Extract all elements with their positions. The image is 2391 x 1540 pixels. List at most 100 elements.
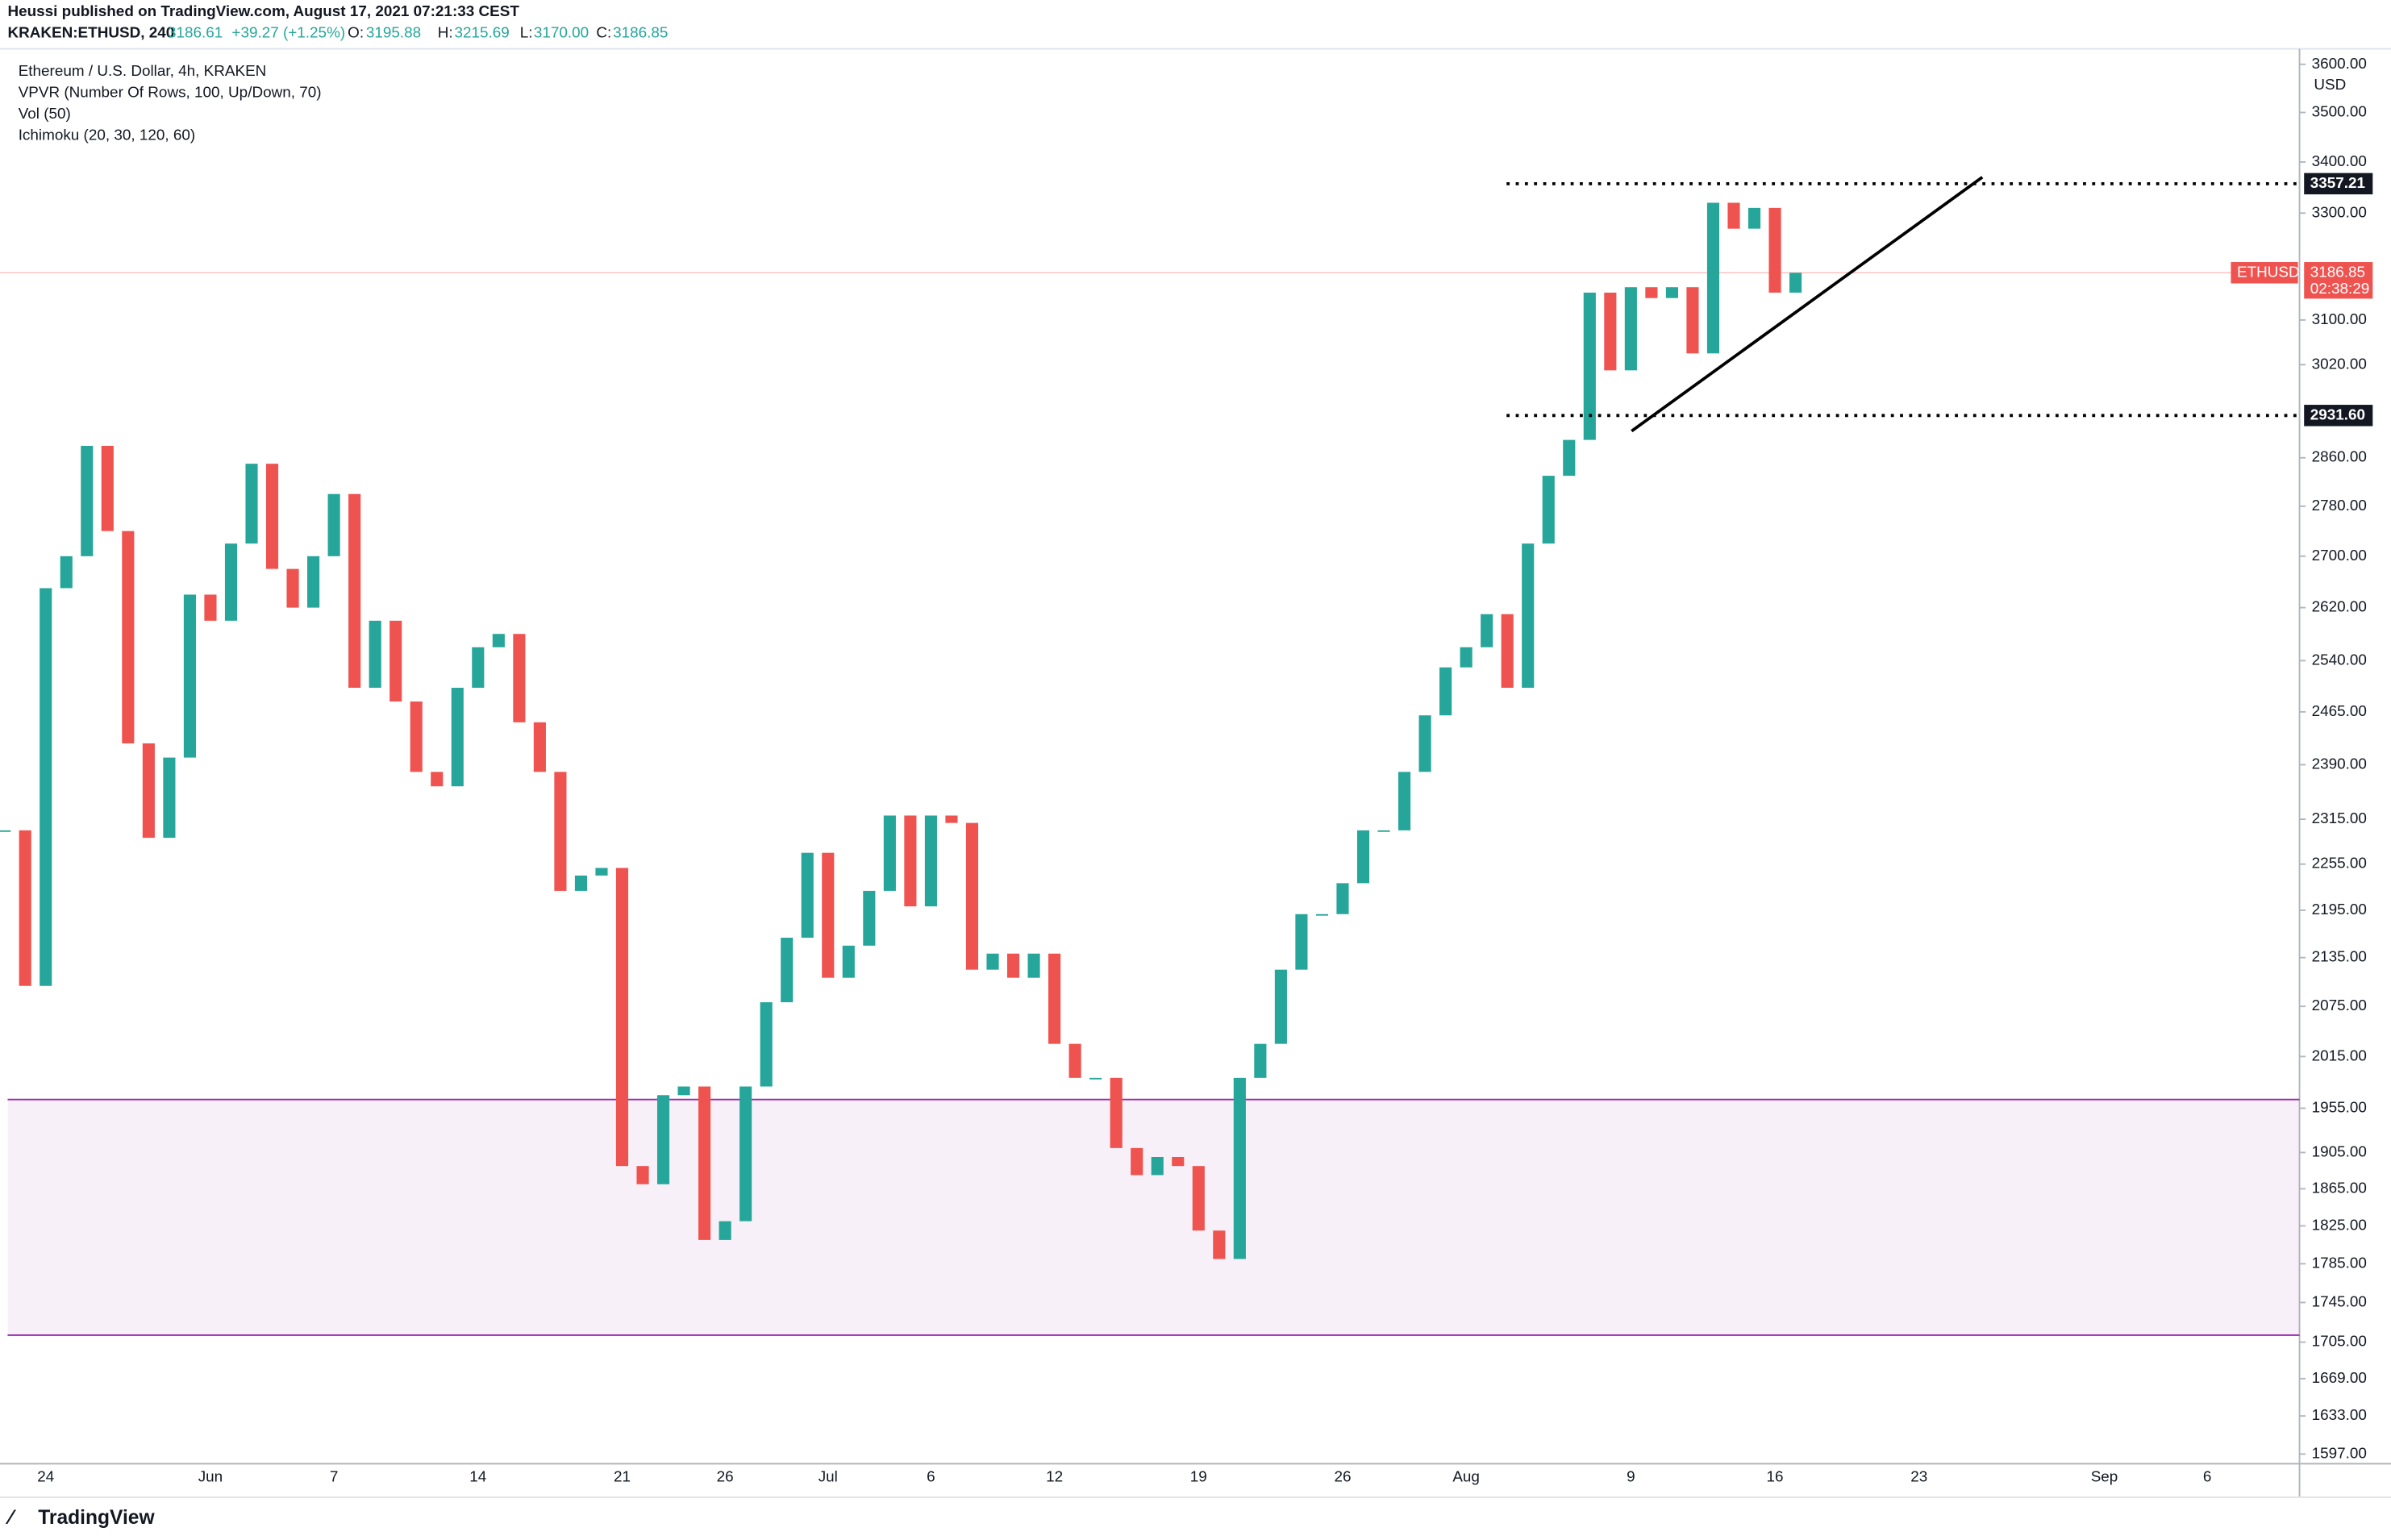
candle: [0, 830, 11, 832]
y-tick-label: 3400.00: [2312, 153, 2367, 170]
close: 3186.85: [613, 25, 668, 42]
candle: [739, 1086, 752, 1222]
candle: [183, 594, 196, 758]
candle: [204, 594, 217, 621]
candle: [1131, 1147, 1143, 1176]
countdown-label: 02:38:29: [2310, 281, 2370, 298]
candle: [1233, 1077, 1246, 1259]
candle: [1089, 1077, 1102, 1080]
candle: [19, 830, 31, 986]
y-tick-label: 1865.00: [2312, 1180, 2367, 1197]
candle: [245, 464, 258, 544]
legend-entry: VPVR (Number Of Rows, 100, Up/Down, 70): [19, 84, 322, 101]
y-tick-label: 2315.00: [2312, 810, 2367, 827]
candle: [924, 815, 937, 907]
range-box: [7, 1099, 2300, 1335]
low-label: L:: [520, 25, 533, 42]
candle: [883, 815, 896, 891]
candle: [904, 815, 917, 907]
change: +39.27 (+1.25%): [231, 25, 345, 42]
x-tick-label: 19: [1190, 1468, 1207, 1485]
candle: [348, 493, 361, 689]
y-tick-label: 2015.00: [2312, 1047, 2367, 1064]
candle: [656, 1095, 670, 1184]
x-tick-label: Jun: [198, 1468, 223, 1485]
footer-logo: TradingView: [38, 1507, 155, 1529]
y-tick-label: 1633.00: [2312, 1407, 2367, 1424]
candle: [1048, 953, 1061, 1044]
level-label: 3357.21: [2310, 175, 2365, 192]
trendline: [1631, 176, 1984, 433]
level-label-bg: [2304, 173, 2373, 195]
candle: [265, 464, 279, 569]
candle: [81, 445, 94, 556]
candle: [615, 868, 629, 1167]
candle: [1460, 647, 1473, 668]
x-tick-label: 26: [717, 1468, 734, 1485]
y-tick-label: 2075.00: [2312, 997, 2367, 1014]
candle: [1110, 1077, 1123, 1148]
x-tick-label: 7: [330, 1468, 339, 1485]
candle: [327, 493, 340, 556]
y-tick-label: 3020.00: [2312, 356, 2367, 373]
y-tick-label: 3100.00: [2312, 311, 2367, 328]
candle: [822, 852, 835, 978]
y-tick-label: 2860.00: [2312, 449, 2367, 466]
symbol-label: ETHUSD: [2237, 264, 2300, 281]
y-tick-label: 2390.00: [2312, 755, 2367, 772]
candle: [1254, 1043, 1267, 1078]
header: Heussi published on TradingView.com, Aug…: [7, 3, 668, 41]
legend: Ethereum / U.S. Dollar, 4h, KRAKEN VPVR …: [19, 63, 322, 144]
legend-entry: Vol (50): [19, 106, 71, 123]
candle: [163, 757, 176, 839]
candle: [1336, 883, 1349, 914]
candle: [286, 568, 299, 608]
y-tick-label: 2780.00: [2312, 497, 2367, 514]
candle: [1068, 1043, 1081, 1078]
x-tick-label: 24: [37, 1468, 54, 1485]
candle: [1542, 476, 1555, 544]
x-tick-label: 9: [1627, 1468, 1635, 1485]
candle: [142, 743, 155, 839]
candle: [595, 868, 608, 876]
candle: [492, 634, 505, 647]
y-tick-label: 1745.00: [2312, 1293, 2367, 1310]
candle: [224, 543, 238, 621]
candle: [1645, 287, 1658, 298]
low: 3170.00: [534, 25, 589, 42]
x-tick-label: 16: [1767, 1468, 1784, 1485]
candle: [1706, 202, 1720, 354]
candle: [1295, 914, 1308, 970]
x-tick-label: 12: [1046, 1468, 1063, 1485]
symbol-label-bg: [2231, 262, 2298, 284]
y-tick-label: 2465.00: [2312, 703, 2367, 720]
y-tick-label: 1669.00: [2312, 1370, 2367, 1387]
candle: [1213, 1230, 1226, 1259]
published: Heussi published on TradingView.com, Aug…: [7, 3, 519, 20]
high: 3215.69: [455, 25, 510, 42]
y-tick-label: 1825.00: [2312, 1217, 2367, 1234]
candle: [1624, 287, 1637, 371]
x-tick-label: 6: [2203, 1468, 2212, 1485]
legend-entry: Ethereum / U.S. Dollar, 4h, KRAKEN: [19, 63, 267, 80]
candle: [1604, 292, 1617, 371]
candle: [1439, 667, 1452, 716]
candle: [1789, 273, 1802, 293]
y-tick-label: 2135.00: [2312, 949, 2367, 966]
candle: [986, 953, 999, 970]
level-label-bg: [2304, 405, 2373, 427]
candle: [1727, 202, 1740, 229]
y-tick-label: 2195.00: [2312, 901, 2367, 918]
candle: [1006, 953, 1020, 978]
candle: [965, 822, 979, 970]
y-tick-label: 2620.00: [2312, 599, 2367, 616]
y-tick-label: 1785.00: [2312, 1255, 2367, 1272]
candle: [122, 531, 135, 743]
candle: [1747, 207, 1761, 229]
x-tick-label: 6: [927, 1468, 935, 1485]
candle: [677, 1086, 690, 1096]
candle: [389, 620, 402, 702]
candle: [1583, 292, 1596, 440]
x-tick-label: 21: [614, 1468, 631, 1485]
